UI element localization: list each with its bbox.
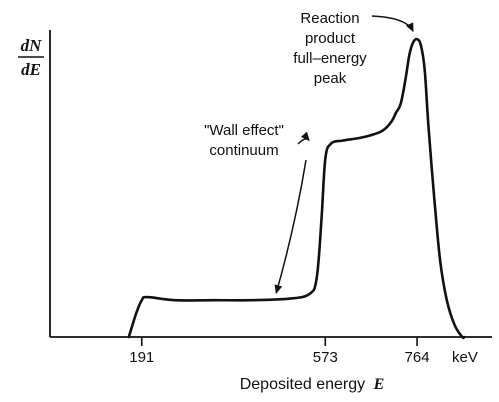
peak-label-line-2: product: [305, 30, 356, 47]
continuum-label: continuum: [209, 142, 278, 159]
peak-label-line-3: full–energy: [293, 50, 367, 67]
x-unit-label: keV: [452, 349, 478, 366]
x-tick-label: 191: [129, 349, 154, 366]
annotation-wall-effect: "Wall effect" continuum: [204, 122, 310, 295]
spectrum-curve: [127, 37, 466, 340]
peak-arrow: [371, 15, 414, 33]
x-axis-label-text: Deposited energy: [240, 376, 365, 393]
wall-effect-label: "Wall effect": [204, 122, 284, 139]
y-label-numerator: dN: [21, 36, 43, 55]
peak-label-line-1: Reaction: [300, 10, 359, 27]
wall-effect-arrows: [274, 131, 310, 295]
y-axis-label: dN dE: [18, 36, 44, 79]
peak-label-line-4: peak: [314, 70, 347, 87]
x-axis-label: Deposited energy E: [240, 376, 385, 393]
x-axis-label-symbol: E: [373, 376, 385, 393]
x-tick-label: 573: [313, 349, 338, 366]
x-ticks: 191 573 764: [129, 337, 430, 366]
annotation-full-energy-peak: Reaction product full–energy peak: [293, 10, 414, 87]
wall-effect-arrow-upper: [297, 131, 310, 145]
y-label-denominator: dE: [21, 60, 41, 79]
wall-effect-arrow-lower: [274, 159, 307, 295]
x-tick-label: 764: [405, 349, 430, 366]
peak-arrow-line: [371, 15, 414, 33]
